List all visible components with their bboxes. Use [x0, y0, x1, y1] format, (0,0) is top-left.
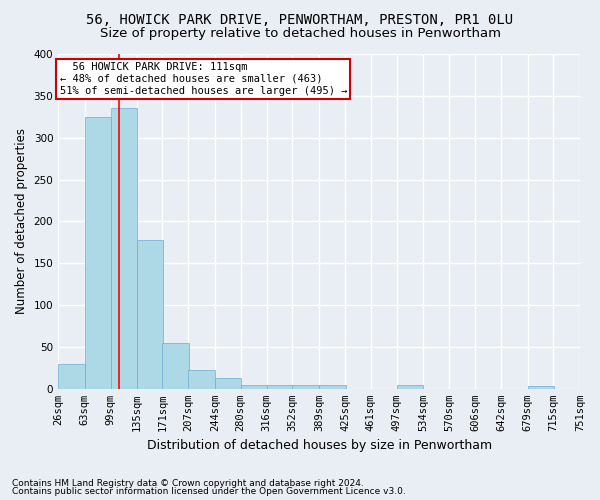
Bar — [527, 386, 554, 389]
Bar — [110, 108, 137, 389]
Text: Contains public sector information licensed under the Open Government Licence v3: Contains public sector information licen… — [12, 487, 406, 496]
Bar — [215, 378, 241, 389]
Text: Size of property relative to detached houses in Penwortham: Size of property relative to detached ho… — [100, 28, 500, 40]
Y-axis label: Number of detached properties: Number of detached properties — [15, 128, 28, 314]
Text: 56, HOWICK PARK DRIVE, PENWORTHAM, PRESTON, PR1 0LU: 56, HOWICK PARK DRIVE, PENWORTHAM, PREST… — [86, 12, 514, 26]
Bar — [137, 240, 163, 389]
Text: Contains HM Land Registry data © Crown copyright and database right 2024.: Contains HM Land Registry data © Crown c… — [12, 478, 364, 488]
Bar — [188, 370, 215, 389]
Bar — [58, 364, 85, 389]
Bar — [85, 117, 112, 389]
Bar — [397, 386, 424, 389]
X-axis label: Distribution of detached houses by size in Penwortham: Distribution of detached houses by size … — [146, 440, 491, 452]
Text: 56 HOWICK PARK DRIVE: 111sqm
← 48% of detached houses are smaller (463)
51% of s: 56 HOWICK PARK DRIVE: 111sqm ← 48% of de… — [59, 62, 347, 96]
Bar — [163, 343, 189, 389]
Bar — [241, 384, 268, 389]
Bar — [319, 384, 346, 389]
Bar — [292, 384, 319, 389]
Bar — [266, 384, 293, 389]
